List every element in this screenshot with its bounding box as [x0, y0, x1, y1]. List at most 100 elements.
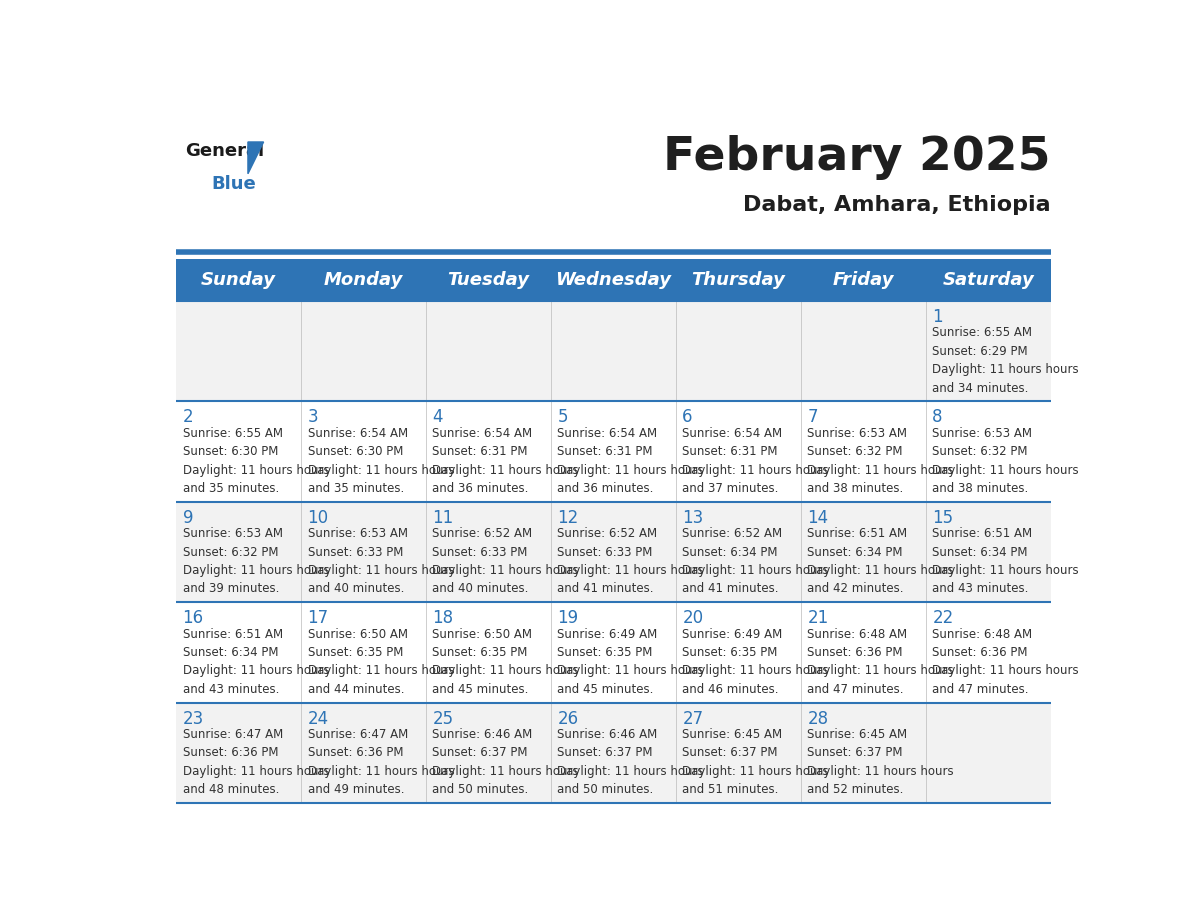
- Bar: [176, 602, 1051, 702]
- Text: and 45 minutes.: and 45 minutes.: [432, 683, 529, 696]
- Text: Daylight: 11 hours hours: Daylight: 11 hours hours: [308, 464, 454, 476]
- Text: Sunset: 6:30 PM: Sunset: 6:30 PM: [183, 445, 278, 458]
- Text: Sunrise: 6:52 AM: Sunrise: 6:52 AM: [432, 527, 532, 540]
- Text: and 35 minutes.: and 35 minutes.: [308, 482, 404, 495]
- Text: Daylight: 11 hours hours: Daylight: 11 hours hours: [933, 364, 1079, 376]
- Bar: [176, 401, 1051, 502]
- Text: Sunrise: 6:53 AM: Sunrise: 6:53 AM: [183, 527, 283, 540]
- Text: Sunset: 6:37 PM: Sunset: 6:37 PM: [808, 746, 903, 759]
- Text: Daylight: 11 hours hours: Daylight: 11 hours hours: [682, 765, 829, 778]
- Text: Sunset: 6:32 PM: Sunset: 6:32 PM: [183, 545, 278, 558]
- Text: and 46 minutes.: and 46 minutes.: [682, 683, 779, 696]
- Text: Sunset: 6:36 PM: Sunset: 6:36 PM: [308, 746, 403, 759]
- Text: Sunrise: 6:51 AM: Sunrise: 6:51 AM: [808, 527, 908, 540]
- Text: Sunset: 6:30 PM: Sunset: 6:30 PM: [308, 445, 403, 458]
- Text: Daylight: 11 hours hours: Daylight: 11 hours hours: [557, 464, 704, 476]
- Text: Sunrise: 6:45 AM: Sunrise: 6:45 AM: [682, 728, 783, 741]
- Text: and 51 minutes.: and 51 minutes.: [682, 783, 779, 796]
- Text: General: General: [185, 142, 265, 160]
- Text: 15: 15: [933, 509, 954, 527]
- Text: Daylight: 11 hours hours: Daylight: 11 hours hours: [557, 564, 704, 577]
- Text: Saturday: Saturday: [942, 271, 1035, 289]
- Text: Sunset: 6:35 PM: Sunset: 6:35 PM: [432, 646, 527, 659]
- Text: Daylight: 11 hours hours: Daylight: 11 hours hours: [183, 464, 329, 476]
- Text: and 38 minutes.: and 38 minutes.: [933, 482, 1029, 495]
- Text: Daylight: 11 hours hours: Daylight: 11 hours hours: [432, 765, 579, 778]
- Text: and 34 minutes.: and 34 minutes.: [933, 382, 1029, 395]
- Text: Sunrise: 6:46 AM: Sunrise: 6:46 AM: [432, 728, 532, 741]
- Text: Sunrise: 6:50 AM: Sunrise: 6:50 AM: [432, 628, 532, 641]
- Text: 28: 28: [808, 710, 828, 728]
- Text: 23: 23: [183, 710, 204, 728]
- Text: 5: 5: [557, 409, 568, 427]
- Text: 11: 11: [432, 509, 454, 527]
- Text: Sunset: 6:33 PM: Sunset: 6:33 PM: [432, 545, 527, 558]
- Text: Daylight: 11 hours hours: Daylight: 11 hours hours: [308, 564, 454, 577]
- Text: Sunset: 6:36 PM: Sunset: 6:36 PM: [808, 646, 903, 659]
- Text: and 43 minutes.: and 43 minutes.: [183, 683, 279, 696]
- Text: 13: 13: [682, 509, 703, 527]
- Text: Sunset: 6:33 PM: Sunset: 6:33 PM: [557, 545, 652, 558]
- Text: and 41 minutes.: and 41 minutes.: [557, 582, 653, 596]
- Text: Sunrise: 6:49 AM: Sunrise: 6:49 AM: [557, 628, 658, 641]
- Bar: [176, 259, 1051, 301]
- Text: Sunrise: 6:47 AM: Sunrise: 6:47 AM: [308, 728, 407, 741]
- Text: Daylight: 11 hours hours: Daylight: 11 hours hours: [682, 464, 829, 476]
- Text: Sunrise: 6:54 AM: Sunrise: 6:54 AM: [557, 427, 657, 440]
- Text: 10: 10: [308, 509, 329, 527]
- Text: 16: 16: [183, 610, 203, 627]
- Text: Sunrise: 6:53 AM: Sunrise: 6:53 AM: [308, 527, 407, 540]
- Text: and 36 minutes.: and 36 minutes.: [557, 482, 653, 495]
- Text: 24: 24: [308, 710, 329, 728]
- Text: 26: 26: [557, 710, 579, 728]
- Text: Daylight: 11 hours hours: Daylight: 11 hours hours: [933, 665, 1079, 677]
- Text: Sunset: 6:34 PM: Sunset: 6:34 PM: [808, 545, 903, 558]
- Text: Daylight: 11 hours hours: Daylight: 11 hours hours: [183, 765, 329, 778]
- Text: 27: 27: [682, 710, 703, 728]
- Text: Sunrise: 6:47 AM: Sunrise: 6:47 AM: [183, 728, 283, 741]
- Text: and 44 minutes.: and 44 minutes.: [308, 683, 404, 696]
- Text: Sunset: 6:37 PM: Sunset: 6:37 PM: [557, 746, 653, 759]
- Text: Sunrise: 6:54 AM: Sunrise: 6:54 AM: [432, 427, 532, 440]
- Text: and 39 minutes.: and 39 minutes.: [183, 582, 279, 596]
- Text: Dabat, Amhara, Ethiopia: Dabat, Amhara, Ethiopia: [744, 195, 1051, 215]
- Text: Daylight: 11 hours hours: Daylight: 11 hours hours: [808, 464, 954, 476]
- Text: February 2025: February 2025: [663, 135, 1051, 180]
- Text: 21: 21: [808, 610, 828, 627]
- Polygon shape: [248, 142, 264, 174]
- Text: Daylight: 11 hours hours: Daylight: 11 hours hours: [432, 464, 579, 476]
- Text: 25: 25: [432, 710, 454, 728]
- Text: Daylight: 11 hours hours: Daylight: 11 hours hours: [308, 765, 454, 778]
- Text: and 50 minutes.: and 50 minutes.: [557, 783, 653, 796]
- Text: and 52 minutes.: and 52 minutes.: [808, 783, 904, 796]
- Text: and 50 minutes.: and 50 minutes.: [432, 783, 529, 796]
- Text: 17: 17: [308, 610, 329, 627]
- Text: Sunset: 6:33 PM: Sunset: 6:33 PM: [308, 545, 403, 558]
- Text: Sunset: 6:35 PM: Sunset: 6:35 PM: [308, 646, 403, 659]
- Text: 20: 20: [682, 610, 703, 627]
- Text: Sunset: 6:32 PM: Sunset: 6:32 PM: [933, 445, 1028, 458]
- Text: Daylight: 11 hours hours: Daylight: 11 hours hours: [808, 564, 954, 577]
- Text: Sunset: 6:37 PM: Sunset: 6:37 PM: [432, 746, 527, 759]
- Text: Daylight: 11 hours hours: Daylight: 11 hours hours: [808, 765, 954, 778]
- Text: Sunrise: 6:53 AM: Sunrise: 6:53 AM: [808, 427, 908, 440]
- Text: Sunrise: 6:55 AM: Sunrise: 6:55 AM: [183, 427, 283, 440]
- Text: and 47 minutes.: and 47 minutes.: [808, 683, 904, 696]
- Text: Sunset: 6:31 PM: Sunset: 6:31 PM: [682, 445, 778, 458]
- Text: 14: 14: [808, 509, 828, 527]
- Text: 7: 7: [808, 409, 817, 427]
- Text: Sunrise: 6:54 AM: Sunrise: 6:54 AM: [682, 427, 783, 440]
- Text: Daylight: 11 hours hours: Daylight: 11 hours hours: [432, 564, 579, 577]
- Text: Daylight: 11 hours hours: Daylight: 11 hours hours: [557, 665, 704, 677]
- Text: Blue: Blue: [211, 175, 255, 193]
- Text: Sunrise: 6:45 AM: Sunrise: 6:45 AM: [808, 728, 908, 741]
- Text: 2: 2: [183, 409, 194, 427]
- Text: and 47 minutes.: and 47 minutes.: [933, 683, 1029, 696]
- Text: Sunset: 6:36 PM: Sunset: 6:36 PM: [183, 746, 278, 759]
- Text: 22: 22: [933, 610, 954, 627]
- Text: 12: 12: [557, 509, 579, 527]
- Text: Sunset: 6:37 PM: Sunset: 6:37 PM: [682, 746, 778, 759]
- Text: Wednesday: Wednesday: [556, 271, 671, 289]
- Text: Sunrise: 6:55 AM: Sunrise: 6:55 AM: [933, 327, 1032, 340]
- Text: and 48 minutes.: and 48 minutes.: [183, 783, 279, 796]
